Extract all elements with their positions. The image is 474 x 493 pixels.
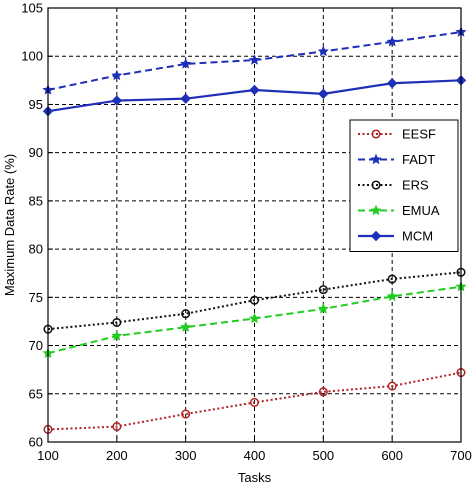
legend-marker-fadt bbox=[370, 153, 382, 165]
legend-label-ers: ERS bbox=[402, 178, 429, 193]
legend-label-fadt: FADT bbox=[402, 152, 435, 167]
x-tick-label: 700 bbox=[450, 448, 472, 463]
x-tick-label: 600 bbox=[381, 448, 403, 463]
data-point-emua bbox=[180, 321, 192, 332]
data-point-fadt bbox=[386, 35, 398, 47]
series-line-eesf bbox=[47, 371, 462, 431]
data-point-emua bbox=[386, 290, 398, 302]
data-point-eesf bbox=[387, 381, 397, 391]
data-point-eesf bbox=[112, 422, 122, 432]
data-point-emua bbox=[111, 330, 123, 341]
data-point-fadt bbox=[317, 45, 329, 57]
legend: EESF FADT ERS EMUA MCM bbox=[349, 119, 459, 252]
legend-label-mcm: MCM bbox=[402, 229, 433, 244]
legend-label-emua: EMUA bbox=[402, 203, 440, 218]
x-tick-label: 100 bbox=[37, 448, 59, 463]
y-tick-label: 105 bbox=[21, 1, 43, 16]
y-axis-title: Maximum Data Rate (%) bbox=[2, 154, 17, 296]
y-tick-label: 90 bbox=[29, 145, 43, 160]
data-point-ers bbox=[112, 317, 122, 327]
legend-marker-eesf bbox=[371, 129, 381, 139]
x-tick-label: 400 bbox=[244, 448, 266, 463]
y-tick-label: 100 bbox=[21, 49, 43, 64]
data-point-mcm bbox=[386, 78, 398, 89]
x-tick-label: 300 bbox=[175, 448, 197, 463]
data-point-ers bbox=[318, 285, 328, 295]
y-tick-label: 60 bbox=[29, 435, 43, 450]
data-point-eesf bbox=[318, 387, 328, 397]
data-point-mcm bbox=[318, 88, 329, 100]
series-eesf bbox=[43, 368, 466, 435]
data-point-eesf bbox=[249, 397, 260, 408]
y-tick-label: 65 bbox=[29, 386, 43, 401]
data-point-fadt bbox=[180, 58, 192, 69]
y-tick-label: 70 bbox=[29, 338, 43, 353]
legend-marker-mcm bbox=[370, 230, 382, 242]
series-ers bbox=[43, 267, 466, 334]
y-tick-label: 85 bbox=[29, 193, 43, 208]
series-line-ers bbox=[47, 271, 462, 331]
legend-marker-emua bbox=[370, 204, 382, 216]
data-point-eesf bbox=[181, 409, 191, 419]
x-axis-title: Tasks bbox=[238, 470, 272, 485]
data-point-mcm bbox=[249, 84, 260, 96]
y-tick-label: 95 bbox=[29, 97, 43, 112]
data-point-ers bbox=[387, 274, 397, 284]
data-point-emua bbox=[248, 312, 261, 324]
x-tick-label: 500 bbox=[312, 448, 334, 463]
tick-layer: 100 200 300 400 500 600 700 60 65 70 75 80 85 90 95 100… bbox=[21, 1, 472, 464]
data-point-ers bbox=[249, 295, 260, 305]
y-tick-label: 80 bbox=[29, 242, 43, 257]
data-point-ers bbox=[181, 309, 191, 319]
series-fadt bbox=[42, 26, 467, 95]
data-point-fadt bbox=[248, 54, 261, 65]
y-tick-label: 75 bbox=[29, 290, 43, 305]
legend-label-eesf: EESF bbox=[402, 127, 436, 142]
x-tick-label: 200 bbox=[106, 448, 128, 463]
data-point-mcm bbox=[180, 93, 191, 104]
data-point-emua bbox=[317, 303, 329, 314]
data-point-fadt bbox=[111, 69, 123, 81]
legend-marker-ers bbox=[371, 180, 381, 190]
data-point-mcm bbox=[111, 95, 123, 106]
